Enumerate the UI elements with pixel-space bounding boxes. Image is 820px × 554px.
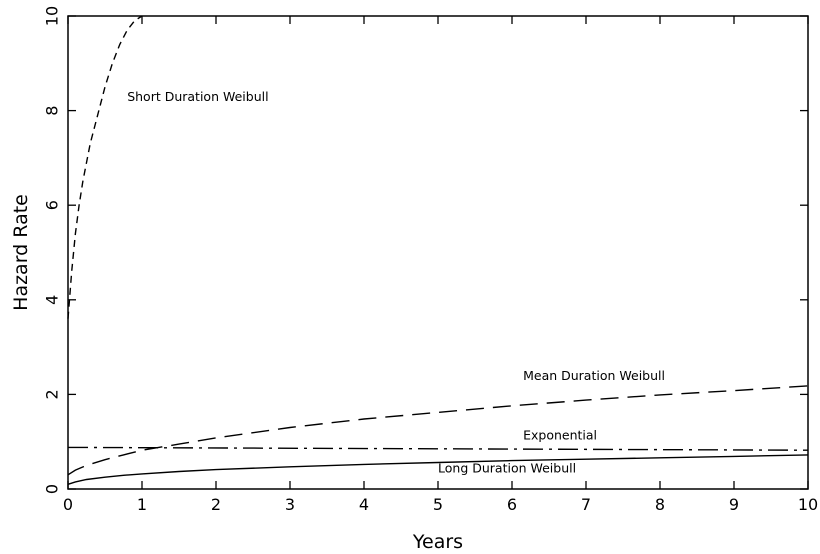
- x-tick-label: 0: [63, 495, 73, 514]
- x-tick-label: 4: [359, 495, 369, 514]
- series-annotation: Exponential: [523, 427, 597, 442]
- y-axis: 0 2 4 6 8 10: [43, 6, 808, 494]
- y-tick-label: 4: [43, 295, 62, 305]
- series-annotation: Long Duration Weibull: [438, 460, 576, 475]
- series-line-long-duration-weibull: [67, 454, 809, 485]
- y-tick-label: 8: [43, 106, 62, 116]
- x-tick-label: 8: [655, 495, 665, 514]
- x-tick-label: 1: [137, 495, 147, 514]
- series-annotation: Short Duration Weibull: [127, 89, 268, 104]
- y-tick-label: 6: [43, 200, 62, 210]
- x-tick-label: 9: [729, 495, 739, 514]
- y-tick-label: 10: [43, 6, 62, 26]
- series-layer: [67, 15, 809, 485]
- series-line-mean-duration-weibull: [67, 385, 809, 476]
- x-tick-label: 10: [798, 495, 818, 514]
- series-line-short-duration-weibull: [67, 15, 143, 319]
- x-tick-label: 2: [211, 495, 221, 514]
- y-axis-title: Hazard Rate: [10, 194, 32, 311]
- y-tick-label: 0: [43, 484, 62, 494]
- annotation-layer: Short Duration Weibull Mean Duration Weib…: [127, 89, 665, 475]
- series-annotation: Mean Duration Weibull: [523, 368, 665, 383]
- y-tick-label: 2: [43, 389, 62, 399]
- x-tick-label: 6: [507, 495, 517, 514]
- x-tick-label: 7: [581, 495, 591, 514]
- x-tick-label: 5: [433, 495, 443, 514]
- x-axis: 0 1 2 3 4 5 6 7 8 9 10: [63, 16, 818, 514]
- x-tick-label: 3: [285, 495, 295, 514]
- series-line-exponential: [67, 446, 809, 451]
- plot-frame: [67, 15, 809, 490]
- x-axis-title: Years: [412, 531, 463, 553]
